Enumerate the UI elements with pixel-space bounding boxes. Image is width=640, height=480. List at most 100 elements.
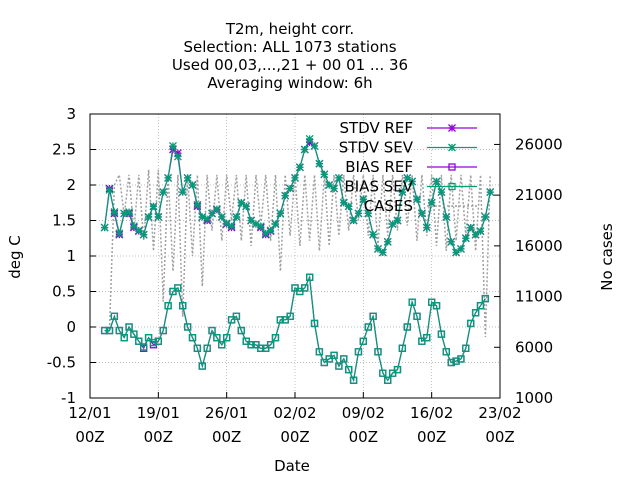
y-tick-label: 0 bbox=[66, 318, 76, 336]
point-bias-sev bbox=[257, 344, 265, 352]
point-stdv-sev bbox=[154, 212, 163, 221]
point-bias-sev bbox=[452, 357, 460, 365]
point-stdv-sev bbox=[295, 163, 304, 172]
legend-label: CASES bbox=[364, 197, 413, 215]
point-stdv-sev bbox=[476, 227, 485, 236]
legend-marker bbox=[448, 182, 456, 191]
point-stdv-sev bbox=[359, 195, 368, 204]
x-tick-label: 23/02 bbox=[478, 404, 521, 422]
point-bias-sev bbox=[369, 312, 377, 321]
point-stdv-sev bbox=[325, 181, 334, 189]
point-stdv-sev bbox=[203, 215, 212, 224]
point-stdv-sev bbox=[427, 198, 436, 207]
point-bias-sev bbox=[115, 326, 123, 335]
y-tick-label: -0.5 bbox=[47, 354, 76, 372]
point-stdv-sev bbox=[232, 212, 241, 221]
point-stdv-sev bbox=[183, 173, 192, 182]
point-stdv-sev bbox=[178, 188, 187, 197]
y2-tick-label: 6000 bbox=[515, 338, 553, 356]
point-bias-sev bbox=[193, 344, 202, 352]
x-tick-label-time: 00Z bbox=[75, 428, 104, 446]
point-stdv-sev bbox=[339, 198, 348, 207]
y-axis-label: deg C bbox=[6, 235, 24, 279]
point-stdv-sev bbox=[349, 216, 358, 225]
point-stdv-sev bbox=[129, 222, 138, 231]
point-bias-sev bbox=[403, 323, 411, 331]
point-bias-sev bbox=[476, 302, 485, 310]
point-bias-sev bbox=[232, 312, 241, 321]
point-bias-sev bbox=[359, 337, 367, 345]
legend-item-bias-sev: BIAS SEV bbox=[344, 178, 477, 196]
point-stdv-sev bbox=[193, 200, 202, 209]
point-bias-sev bbox=[203, 344, 211, 352]
point-stdv-sev bbox=[305, 134, 314, 143]
point-bias-sev bbox=[120, 333, 128, 342]
point-bias-sev bbox=[471, 309, 480, 317]
series-line-stdv-sev bbox=[104, 137, 491, 254]
point-stdv-sev bbox=[173, 152, 182, 161]
point-stdv-sev bbox=[276, 209, 285, 218]
point-bias-sev bbox=[384, 376, 392, 384]
point-bias-sev bbox=[340, 355, 348, 363]
point-stdv-sev bbox=[169, 141, 177, 150]
point-stdv-sev bbox=[144, 212, 153, 221]
point-stdv-sev bbox=[344, 202, 353, 211]
y2-axis-label: No cases bbox=[598, 223, 616, 291]
point-stdv-sev bbox=[188, 181, 197, 189]
point-stdv-sev bbox=[237, 198, 246, 207]
point-bias-sev bbox=[437, 330, 446, 338]
point-stdv-sev bbox=[461, 234, 470, 243]
legend-label: STDV SEV bbox=[339, 139, 414, 157]
point-stdv-sev bbox=[120, 209, 129, 218]
point-bias-sev bbox=[423, 333, 431, 342]
x-tick-label-time: 00Z bbox=[144, 428, 173, 446]
point-stdv-sev bbox=[374, 244, 382, 253]
point-stdv-sev bbox=[486, 188, 495, 197]
point-bias-sev bbox=[374, 348, 382, 356]
point-bias-sev bbox=[218, 341, 226, 349]
y-tick-label: 2 bbox=[66, 176, 76, 194]
point-bias-sev bbox=[154, 337, 162, 345]
point-bias-sev bbox=[379, 369, 387, 377]
legend-label: BIAS SEV bbox=[344, 178, 413, 196]
point-stdv-sev bbox=[110, 208, 119, 216]
axes: -1 -0.5 0 0.5 1 1.5 2 2.5 3 1000 6000 11000 16000 210… bbox=[6, 105, 616, 475]
point-stdv-sev bbox=[417, 209, 426, 218]
point-bias-sev bbox=[349, 376, 358, 384]
point-bias-sev bbox=[208, 326, 216, 335]
point-bias-sev bbox=[462, 344, 470, 352]
point-bias-sev bbox=[130, 330, 138, 338]
point-bias-sev bbox=[159, 326, 167, 335]
x-tick-label-time: 00Z bbox=[417, 428, 446, 446]
point-stdv-sev bbox=[456, 244, 465, 253]
point-bias-sev bbox=[135, 337, 143, 345]
legend-item-bias-ref: BIAS REF bbox=[345, 158, 477, 176]
legend-item-cases: CASES bbox=[364, 197, 477, 215]
legend-marker bbox=[448, 143, 456, 152]
point-bias-sev bbox=[179, 302, 187, 310]
chart-title: T2m, height corr.Selection: ALL 1073 sta… bbox=[172, 20, 408, 92]
y2-tick-label: 21000 bbox=[515, 186, 563, 204]
point-stdv-sev bbox=[471, 230, 480, 239]
point-bias-sev bbox=[310, 319, 319, 328]
y-tick-label: -1 bbox=[61, 389, 76, 407]
y2-tick-label: 11000 bbox=[515, 288, 563, 306]
point-stdv-sev bbox=[159, 188, 168, 197]
point-bias-sev bbox=[140, 343, 148, 351]
point-stdv-sev bbox=[330, 184, 339, 193]
point-bias-sev bbox=[100, 326, 109, 335]
point-stdv-sev bbox=[393, 216, 402, 225]
point-bias-sev bbox=[174, 284, 182, 292]
point-stdv-sev bbox=[369, 230, 378, 239]
point-bias-sev bbox=[188, 333, 197, 342]
y-tick-label: 0.5 bbox=[52, 283, 76, 301]
point-stdv-sev bbox=[291, 173, 299, 182]
point-stdv-sev bbox=[139, 230, 148, 239]
x-axis-label: Date bbox=[274, 457, 310, 475]
point-bias-sev bbox=[271, 333, 280, 342]
point-stdv-sev bbox=[149, 202, 158, 211]
y2-tick-label: 26000 bbox=[515, 135, 563, 153]
point-bias-sev bbox=[149, 338, 158, 347]
